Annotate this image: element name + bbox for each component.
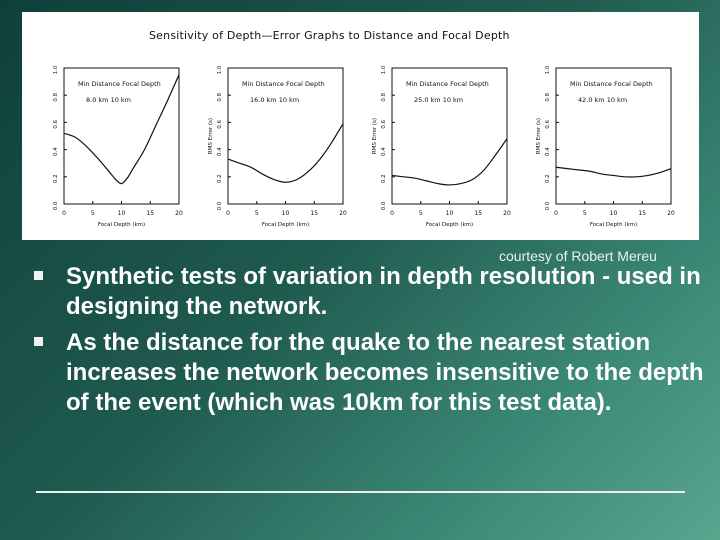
y-tick-label: 0.6	[217, 120, 223, 129]
x-axis-label: Focal Depth (km)	[98, 222, 145, 228]
y-tick-label: 0.8	[381, 92, 387, 101]
y-tick-label: 0.4	[53, 147, 59, 156]
y-tick-label: 0.6	[53, 120, 59, 129]
annotation-header: Min Distance Focal Depth	[242, 80, 325, 88]
y-tick-label: 0.4	[217, 147, 223, 156]
x-tick-label: 0	[226, 210, 230, 217]
bullet-item: Synthetic tests of variation in depth re…	[34, 262, 704, 322]
y-tick-label: 1.0	[53, 65, 59, 74]
y-tick-label: 0.2	[53, 174, 59, 183]
series-line	[63, 74, 180, 185]
x-tick-label: 5	[91, 210, 95, 217]
y-tick-label: 0.2	[217, 174, 223, 183]
y-tick-label: 1.0	[545, 65, 551, 74]
x-tick-label: 10	[446, 210, 454, 217]
bullet-text: Synthetic tests of variation in depth re…	[66, 263, 701, 320]
x-tick-label: 20	[175, 210, 183, 217]
y-tick-label: 0.0	[217, 201, 223, 210]
bullet-text: As the distance for the quake to the nea…	[66, 329, 704, 416]
annotation-header: Min Distance Focal Depth	[78, 80, 161, 88]
x-tick-label: 5	[583, 210, 587, 217]
x-tick-label: 10	[118, 210, 126, 217]
x-tick-label: 15	[146, 210, 154, 217]
image-credit: courtesy of Robert Mereu	[499, 248, 657, 264]
series-line	[227, 123, 344, 183]
y-tick-label: 0.8	[545, 92, 551, 101]
series-line	[391, 138, 508, 186]
x-tick-label: 20	[503, 210, 511, 217]
x-tick-label: 5	[255, 210, 259, 217]
annotation-values: 8.0 km 10 km	[86, 96, 131, 104]
x-tick-label: 10	[610, 210, 618, 217]
x-tick-label: 0	[554, 210, 558, 217]
x-tick-label: 5	[419, 210, 423, 217]
x-tick-label: 20	[339, 210, 347, 217]
depth-error-charts: 0 5 10 15 20 0.0 0.2 0.4 0.6 0.8 1.0 Focal Depth (k…	[53, 65, 675, 228]
y-tick-label: 0.2	[545, 174, 551, 183]
bullet-marker	[34, 271, 43, 280]
figure-title: Sensitivity of Depth—Error Graphs to Dis…	[149, 29, 510, 42]
y-tick-label: 1.0	[381, 65, 387, 74]
y-tick-label: 0.6	[545, 120, 551, 129]
x-tick-label: 15	[310, 210, 318, 217]
x-tick-label: 15	[638, 210, 646, 217]
y-tick-label: 0.6	[381, 120, 387, 129]
x-axis-label: Focal Depth (km)	[262, 222, 309, 228]
annotation-values: 16.0 km 10 km	[250, 96, 299, 104]
annotation-values: 42.0 km 10 km	[578, 96, 627, 104]
chart-2: 0 5 10 15 20 0.0 0.2 0.4 0.6 0.8 1.0 Focal Depth (k…	[208, 65, 347, 228]
plot-frame	[555, 67, 672, 205]
annotation-values: 25.0 km 10 km	[414, 96, 463, 104]
y-tick-label: 1.0	[217, 65, 223, 74]
bullet-list: Synthetic tests of variation in depth re…	[34, 262, 704, 424]
chart-4: 0 5 10 15 20 0.0 0.2 0.4 0.6 0.8 1.0 Focal Depth (k…	[536, 65, 675, 228]
bullet-marker	[34, 337, 43, 346]
x-axis-label: Focal Depth (km)	[426, 222, 473, 228]
y-tick-label: 0.8	[53, 92, 59, 101]
y-axis-label: RMS Error (s)	[536, 118, 542, 154]
x-tick-label: 10	[282, 210, 290, 217]
annotation-header: Min Distance Focal Depth	[406, 80, 489, 88]
x-tick-label: 0	[62, 210, 66, 217]
plot-frame	[227, 67, 344, 205]
divider-line	[36, 491, 685, 493]
bullet-item: As the distance for the quake to the nea…	[34, 328, 704, 418]
chart-3: 0 5 10 15 20 0.0 0.2 0.4 0.6 0.8 1.0 Focal Depth (k…	[372, 65, 511, 228]
y-tick-label: 0.4	[381, 147, 387, 156]
y-tick-label: 0.0	[545, 201, 551, 210]
x-tick-label: 20	[667, 210, 675, 217]
x-tick-label: 15	[474, 210, 482, 217]
y-tick-label: 0.0	[381, 201, 387, 210]
series-line	[555, 166, 672, 178]
y-tick-label: 0.2	[381, 174, 387, 183]
y-axis-label: RMS Error (s)	[208, 118, 214, 154]
y-tick-label: 0.8	[217, 92, 223, 101]
figure-panel: Sensitivity of Depth—Error Graphs to Dis…	[22, 12, 699, 240]
chart-1: 0 5 10 15 20 0.0 0.2 0.4 0.6 0.8 1.0 Focal Depth (k…	[53, 65, 183, 228]
plot-frame	[391, 67, 508, 205]
x-tick-label: 0	[390, 210, 394, 217]
annotation-header: Min Distance Focal Depth	[570, 80, 653, 88]
y-axis-label: RMS Error (s)	[372, 118, 378, 154]
y-tick-label: 0.0	[53, 201, 59, 210]
y-tick-label: 0.4	[545, 147, 551, 156]
x-axis-label: Focal Depth (km)	[590, 222, 637, 228]
